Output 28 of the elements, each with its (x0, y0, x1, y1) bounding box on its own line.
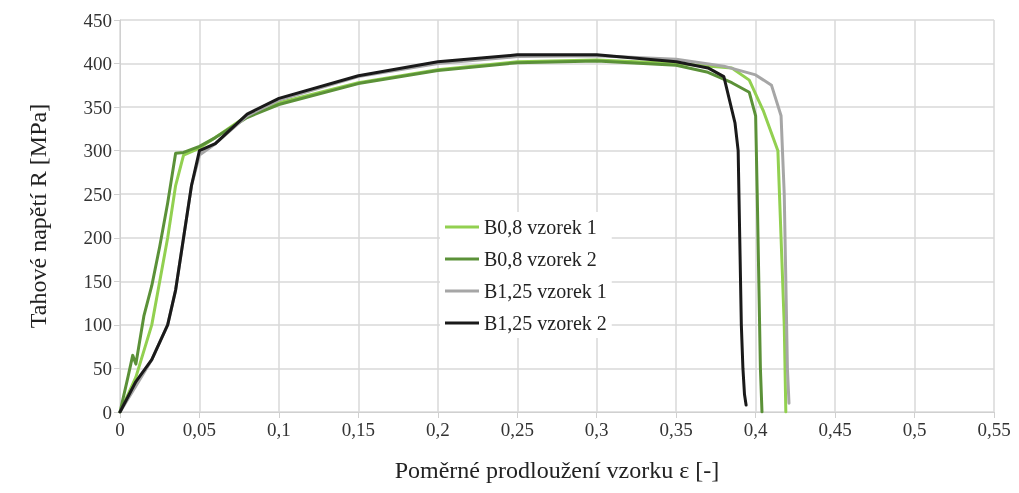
x-tick-label: 0 (115, 419, 125, 440)
y-tick-label: 200 (83, 227, 112, 249)
x-tick-label: 0,5 (902, 419, 927, 440)
x-tick-label: 0,3 (584, 419, 609, 440)
x-tick-label: 0,4 (743, 419, 769, 440)
y-tick-label: 100 (83, 314, 112, 336)
y-axis-title: Tahové napětí R [MPa] (25, 103, 51, 329)
x-tick-label: 0,15 (341, 419, 375, 440)
x-tick-label: 0,35 (659, 419, 693, 440)
x-tick-label: 0,25 (500, 419, 534, 440)
x-tick-label: 0,55 (977, 419, 1011, 440)
y-tick-label: 300 (83, 140, 112, 162)
x-tick-label: 0,05 (182, 419, 217, 440)
y-tick-label: 250 (83, 183, 112, 205)
legend-label: B0,8 vzorek 2 (484, 248, 597, 270)
y-tick-label: 350 (83, 96, 112, 118)
y-tick-label: 450 (83, 9, 112, 31)
x-tick-label: 0,45 (818, 419, 852, 440)
x-tick-label: 0,2 (425, 419, 450, 440)
y-tick-label: 50 (93, 357, 112, 379)
y-tick-label: 150 (83, 270, 112, 292)
legend-label: B0,8 vzorek 1 (484, 216, 597, 238)
y-tick-label: 400 (83, 53, 112, 75)
y-tick-label: 0 (102, 401, 112, 423)
x-axis-title: Poměrné prodloužení vzorku ε [-] (394, 457, 720, 483)
x-tick-label: 0,1 (267, 419, 291, 440)
legend-label: B1,25 vzorek 1 (484, 280, 607, 302)
legend-label: B1,25 vzorek 2 (484, 312, 607, 334)
